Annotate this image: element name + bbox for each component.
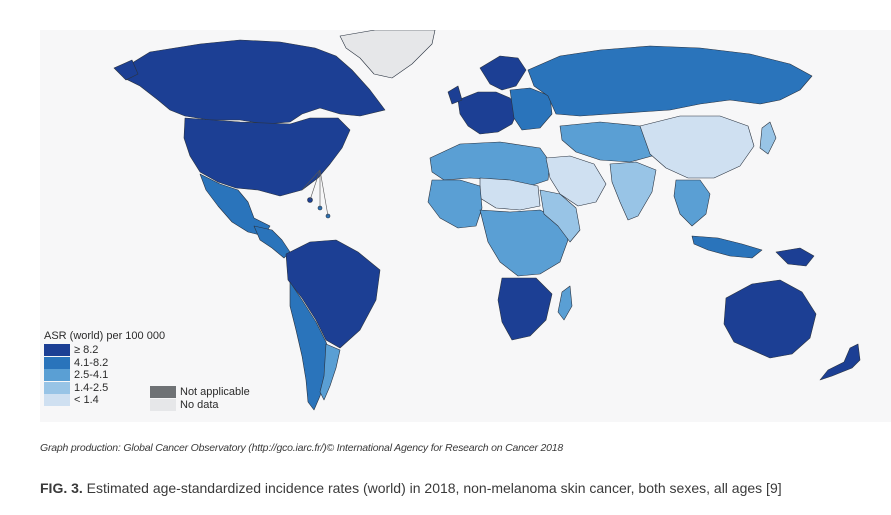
legend-swatch: [44, 344, 70, 357]
legend-row: 4.1-8.2: [44, 356, 165, 370]
region-greenland: [339, 30, 436, 79]
legend-row: Not applicable: [150, 386, 250, 399]
region-china: [639, 115, 755, 179]
legend-label: 1.4-2.5: [74, 381, 109, 394]
region-british-isles: [447, 85, 463, 105]
legend-swatch: [44, 381, 70, 394]
region-north-africa: [429, 141, 551, 187]
legend-row: 2.5-4.1: [44, 369, 165, 382]
legend-swatch: [44, 369, 70, 382]
region-western-europe: [457, 91, 519, 135]
figure-label: FIG. 3.: [40, 480, 83, 496]
legend-swatch: [44, 356, 70, 369]
legend-row: < 1.4: [44, 394, 165, 407]
region-madagascar: [557, 285, 573, 321]
region-central-africa: [479, 209, 569, 277]
legend-extra: Not applicable No data: [150, 386, 250, 411]
region-india: [609, 161, 657, 221]
region-indonesia: [691, 235, 763, 259]
map-panel: ASR (world) per 100 000 ≥ 8.2 4.1-8.2 2.…: [40, 30, 891, 422]
region-usa: [183, 117, 351, 197]
legend-swatch: [150, 398, 176, 411]
region-alaska-coast: [113, 59, 139, 81]
region-sahel: [479, 177, 541, 211]
region-russia: [527, 45, 813, 117]
region-southeast-asia: [673, 179, 711, 227]
region-southern-africa: [497, 277, 553, 341]
region-argentina: [319, 343, 341, 401]
region-andes: [289, 281, 333, 411]
figure-caption-text: Estimated age-standardized incidence rat…: [82, 480, 782, 496]
legend-swatch: [150, 386, 176, 399]
legend-swatch: [44, 394, 70, 407]
region-japan: [759, 121, 777, 155]
legend-row: No data: [150, 398, 250, 412]
region-iran-central-asia: [559, 121, 661, 163]
figure-caption: FIG. 3. Estimated age-standardized incid…: [40, 480, 782, 496]
legend-row: 1.4-2.5: [44, 381, 165, 395]
region-arabia: [545, 155, 607, 207]
region-eastern-europe: [509, 87, 553, 131]
region-canada: [123, 39, 386, 125]
region-scandinavia: [479, 55, 527, 91]
graph-credit: Graph production: Global Cancer Observat…: [40, 442, 564, 454]
legend-title: ASR (world) per 100 000: [44, 330, 166, 342]
region-central-america: [253, 225, 291, 259]
legend-label: < 1.4: [74, 394, 99, 407]
region-west-africa: [427, 179, 483, 229]
legend-label: Not applicable: [180, 386, 250, 399]
region-east-africa: [539, 189, 581, 243]
region-northern-south-america: [285, 239, 381, 349]
world-map: [113, 30, 861, 411]
legend-label: ≥ 8.2: [74, 344, 99, 357]
legend-label: No data: [180, 398, 219, 411]
caribbean-callout-lines: [301, 169, 329, 217]
legend-label: 2.5-4.1: [74, 369, 109, 382]
region-australia: [723, 279, 817, 359]
legend-row: ≥ 8.2: [44, 344, 165, 357]
legend-label: 4.1-8.2: [74, 356, 109, 369]
region-new-zealand: [819, 343, 861, 381]
legend: ASR (world) per 100 000 ≥ 8.2 4.1-8.2 2.…: [44, 330, 165, 407]
region-papua: [775, 247, 815, 267]
